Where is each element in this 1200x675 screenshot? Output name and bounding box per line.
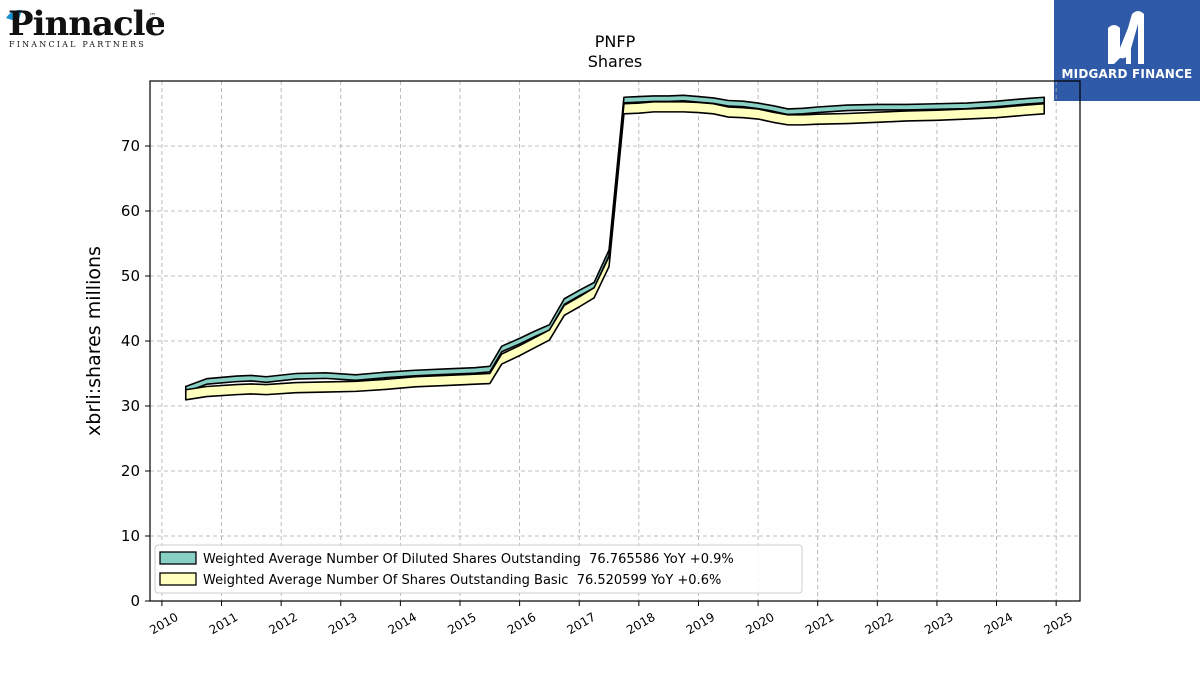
x-axis-ticks: 2010 2011 2012 2013 2014 2015 2016 2017 2018 2019… (147, 601, 1075, 637)
x-tick-label: 2012 (266, 610, 299, 637)
x-tick-label: 2016 (505, 610, 538, 637)
x-tick-label: 2018 (624, 610, 657, 637)
y-tick-label: 60 (121, 202, 140, 220)
pinnacle-logo-tm: ™ (149, 12, 156, 20)
x-tick-label: 2024 (982, 610, 1015, 637)
x-tick-label: 2022 (863, 610, 896, 637)
x-tick-label: 2019 (684, 610, 717, 637)
legend-swatch-basic (159, 572, 197, 586)
midgard-logo-name: MIDGARD FINANCE (1061, 67, 1193, 81)
chart-subtitle: Shares (588, 52, 643, 71)
chart-title: PNFP (595, 32, 636, 51)
series-areas (184, 94, 1046, 401)
y-axis-ticks: 0 10 20 30 40 50 60 70 (121, 137, 150, 610)
y-axis-label: xbrli:shares millions (83, 246, 105, 436)
x-tick-label: 2021 (803, 610, 836, 637)
y-tick-label: 10 (121, 527, 140, 545)
x-tick-label: 2013 (326, 610, 359, 637)
x-tick-label: 2015 (445, 610, 478, 637)
pinnacle-logo-word: Pinnacle (8, 4, 164, 44)
legend-swatch-diluted (159, 551, 197, 565)
legend-label-diluted: Weighted Average Number Of Diluted Share… (203, 552, 734, 567)
y-tick-label: 20 (121, 462, 140, 480)
y-tick-label: 50 (121, 267, 140, 285)
pinnacle-logo-swoosh (6, 9, 22, 22)
x-tick-label: 2010 (147, 610, 180, 637)
legend-label-basic: Weighted Average Number Of Shares Outsta… (203, 573, 721, 588)
series-band-diluted (184, 94, 1046, 393)
series-band-basic (184, 101, 1046, 401)
y-tick-label: 40 (121, 332, 140, 350)
y-tick-label: 0 (130, 592, 140, 610)
x-tick-label: 2023 (922, 610, 955, 637)
x-tick-label: 2017 (565, 610, 598, 637)
x-tick-label: 2020 (743, 610, 776, 637)
y-tick-label: 70 (121, 137, 140, 155)
midgard-mark-icon (1108, 11, 1144, 64)
midgard-logo: MIDGARD FINANCE (1054, 0, 1200, 101)
x-tick-label: 2011 (207, 610, 240, 637)
pinnacle-logo: Pinnacle ™ FINANCIAL PARTNERS (4, 4, 167, 52)
pinnacle-logo-sub: FINANCIAL PARTNERS (9, 40, 146, 49)
legend: Weighted Average Number Of Diluted Share… (154, 544, 803, 594)
legend-frame (154, 544, 803, 594)
x-tick-label: 2014 (386, 610, 419, 637)
x-tick-label: 2025 (1041, 610, 1074, 637)
grid (150, 81, 1080, 602)
y-tick-label: 30 (121, 397, 140, 415)
